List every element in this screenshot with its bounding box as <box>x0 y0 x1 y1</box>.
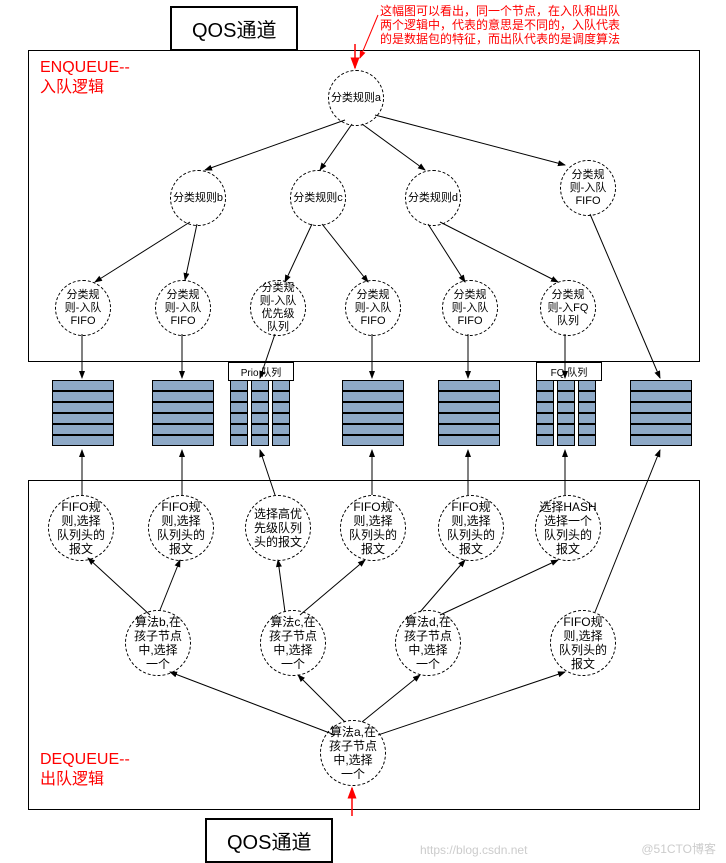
watermark-left: https://blog.csdn.net <box>420 843 527 857</box>
queue-2-col-2 <box>272 380 290 446</box>
node-c1: 分类规 则-入队 优先级 队列 <box>250 280 306 336</box>
queue-3 <box>342 380 404 446</box>
node-e: 分类规 则-入队 FIFO <box>560 160 616 216</box>
qos-bottom-box: QOS通道 <box>205 818 333 863</box>
node-deq-c2: FIFO规 则,选择 队列头的 报文 <box>340 495 406 561</box>
node-alg-a: 算法a,在 孩子节点 中,选择 一个 <box>320 720 386 786</box>
node-deq-d1: FIFO规 则,选择 队列头的 报文 <box>438 495 504 561</box>
fq-queue-label: FQ 队列 <box>536 362 602 381</box>
queue-2-col-0 <box>230 380 248 446</box>
qos-top-label: QOS通道 <box>192 20 276 42</box>
node-deq-b1: FIFO规 则,选择 队列头的 报文 <box>48 495 114 561</box>
node-d1: 分类规 则-入队 FIFO <box>442 280 498 336</box>
node-deq-d2: 选择HASH 选择一个 队列头的 报文 <box>535 495 601 561</box>
prio-queue-label: Prio 队列 <box>228 362 294 381</box>
top-annotation: 这幅图可以看出，同一个节点，在入队和出队 两个逻辑中，代表的意思是不同的，入队代… <box>380 4 720 46</box>
node-deq-e: FIFO规 则,选择 队列头的 报文 <box>550 610 616 676</box>
node-c2: 分类规 则-入队 FIFO <box>345 280 401 336</box>
queue-5-col-1 <box>557 380 575 446</box>
node-d2: 分类规 则-入FQ 队列 <box>540 280 596 336</box>
dequeue-label: DEQUEUE-- 出队逻辑 <box>40 750 130 790</box>
node-b2: 分类规 则-入队 FIFO <box>155 280 211 336</box>
node-deq-c1: 选择高优 先级队列 头的报文 <box>245 495 311 561</box>
watermark-right: @51CTO博客 <box>641 840 716 857</box>
queue-6 <box>630 380 692 446</box>
node-alg-b: 算法b,在 孩子节点 中,选择 一个 <box>125 610 191 676</box>
node-alg-d: 算法d,在 孩子节点 中,选择 一个 <box>395 610 461 676</box>
node-c: 分类规则c <box>290 170 346 226</box>
qos-top-box: QOS通道 <box>170 6 298 51</box>
queue-1 <box>152 380 214 446</box>
node-b1: 分类规 则-入队 FIFO <box>55 280 111 336</box>
node-deq-b2: FIFO规 则,选择 队列头的 报文 <box>148 495 214 561</box>
queue-4 <box>438 380 500 446</box>
queue-5-col-2 <box>578 380 596 446</box>
node-a: 分类规则a <box>328 70 384 126</box>
enqueue-label: ENQUEUE-- 入队逻辑 <box>40 58 130 98</box>
node-alg-c: 算法c,在 孩子节点 中,选择 一个 <box>260 610 326 676</box>
node-b: 分类规则b <box>170 170 226 226</box>
qos-bottom-label: QOS通道 <box>227 832 311 854</box>
queue-5-col-0 <box>536 380 554 446</box>
queue-2-col-1 <box>251 380 269 446</box>
queue-0 <box>52 380 114 446</box>
node-d: 分类规则d <box>405 170 461 226</box>
